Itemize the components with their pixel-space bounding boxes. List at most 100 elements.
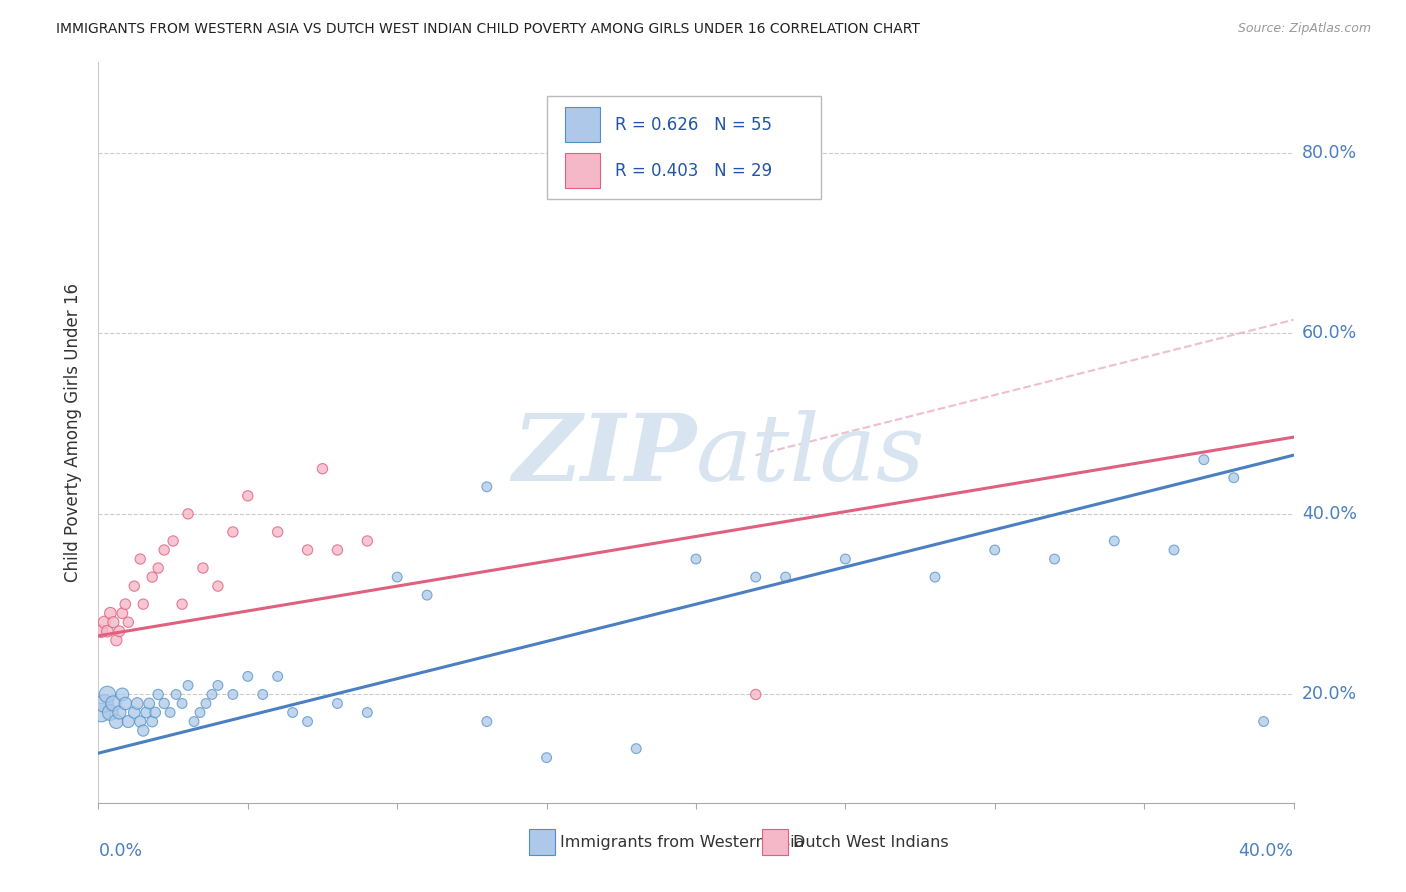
Point: [177, 507, 200, 521]
Point: [177, 678, 200, 692]
Point: [984, 543, 1007, 558]
Point: [162, 533, 184, 548]
Point: [356, 706, 378, 720]
Point: [141, 714, 163, 729]
Point: [103, 615, 125, 630]
Point: [267, 524, 290, 539]
Point: [90, 706, 112, 720]
Point: [536, 750, 558, 764]
Point: [385, 570, 409, 584]
Point: [148, 561, 170, 575]
Point: [685, 552, 707, 566]
Point: [141, 570, 163, 584]
Point: [775, 570, 797, 584]
Point: [188, 706, 211, 720]
Point: [207, 579, 229, 593]
Text: 80.0%: 80.0%: [1302, 144, 1357, 161]
Text: 20.0%: 20.0%: [1302, 685, 1357, 704]
Point: [311, 461, 333, 475]
Point: [90, 624, 112, 639]
Point: [111, 606, 134, 620]
Point: [834, 552, 856, 566]
Point: [1192, 452, 1215, 467]
Point: [159, 706, 181, 720]
Point: [222, 524, 245, 539]
Point: [132, 597, 155, 611]
Point: [96, 688, 118, 702]
Point: [252, 688, 274, 702]
Point: [148, 688, 170, 702]
Point: [127, 697, 149, 711]
Bar: [529, 829, 555, 855]
Point: [626, 741, 648, 756]
Point: [326, 697, 349, 711]
Text: 40.0%: 40.0%: [1239, 842, 1294, 860]
Bar: [762, 829, 787, 855]
Point: [475, 714, 498, 729]
Point: [172, 697, 194, 711]
Point: [138, 697, 160, 711]
Point: [129, 552, 152, 566]
Point: [117, 615, 139, 630]
Point: [114, 697, 136, 711]
Point: [236, 669, 259, 683]
Bar: [565, 153, 600, 188]
Point: [356, 533, 378, 548]
Point: [281, 706, 304, 720]
Point: [475, 480, 498, 494]
Point: [111, 688, 134, 702]
Point: [745, 688, 768, 702]
Point: [117, 714, 139, 729]
Point: [165, 688, 187, 702]
Point: [105, 633, 128, 648]
Point: [96, 624, 118, 639]
Text: IMMIGRANTS FROM WESTERN ASIA VS DUTCH WEST INDIAN CHILD POVERTY AMONG GIRLS UNDE: IMMIGRANTS FROM WESTERN ASIA VS DUTCH WE…: [56, 22, 920, 37]
Text: R = 0.626   N = 55: R = 0.626 N = 55: [614, 116, 772, 134]
Point: [98, 606, 122, 620]
Point: [236, 489, 259, 503]
Point: [103, 697, 125, 711]
FancyBboxPatch shape: [547, 95, 821, 200]
Bar: [565, 107, 600, 143]
Point: [114, 597, 136, 611]
Point: [143, 706, 166, 720]
Text: Dutch West Indians: Dutch West Indians: [793, 835, 949, 849]
Point: [153, 697, 176, 711]
Point: [98, 706, 122, 720]
Text: ZIP: ZIP: [512, 409, 696, 500]
Point: [326, 543, 349, 558]
Point: [124, 579, 146, 593]
Text: atlas: atlas: [696, 409, 925, 500]
Point: [745, 570, 768, 584]
Point: [1163, 543, 1185, 558]
Point: [1043, 552, 1066, 566]
Point: [267, 669, 290, 683]
Point: [191, 561, 214, 575]
Point: [297, 714, 319, 729]
Point: [135, 706, 157, 720]
Point: [93, 615, 115, 630]
Point: [108, 624, 131, 639]
Point: [924, 570, 946, 584]
Point: [129, 714, 152, 729]
Point: [93, 697, 115, 711]
Text: 60.0%: 60.0%: [1302, 325, 1357, 343]
Text: 40.0%: 40.0%: [1302, 505, 1357, 523]
Text: R = 0.403   N = 29: R = 0.403 N = 29: [614, 161, 772, 179]
Point: [195, 697, 218, 711]
Point: [1104, 533, 1126, 548]
Point: [153, 543, 176, 558]
Point: [105, 714, 128, 729]
Point: [183, 714, 205, 729]
Point: [297, 543, 319, 558]
Point: [222, 688, 245, 702]
Text: 0.0%: 0.0%: [98, 842, 142, 860]
Point: [1253, 714, 1275, 729]
Point: [172, 597, 194, 611]
Point: [207, 678, 229, 692]
Point: [124, 706, 146, 720]
Text: Immigrants from Western Asia: Immigrants from Western Asia: [560, 835, 804, 849]
Text: Source: ZipAtlas.com: Source: ZipAtlas.com: [1237, 22, 1371, 36]
Point: [132, 723, 155, 738]
Y-axis label: Child Poverty Among Girls Under 16: Child Poverty Among Girls Under 16: [65, 283, 83, 582]
